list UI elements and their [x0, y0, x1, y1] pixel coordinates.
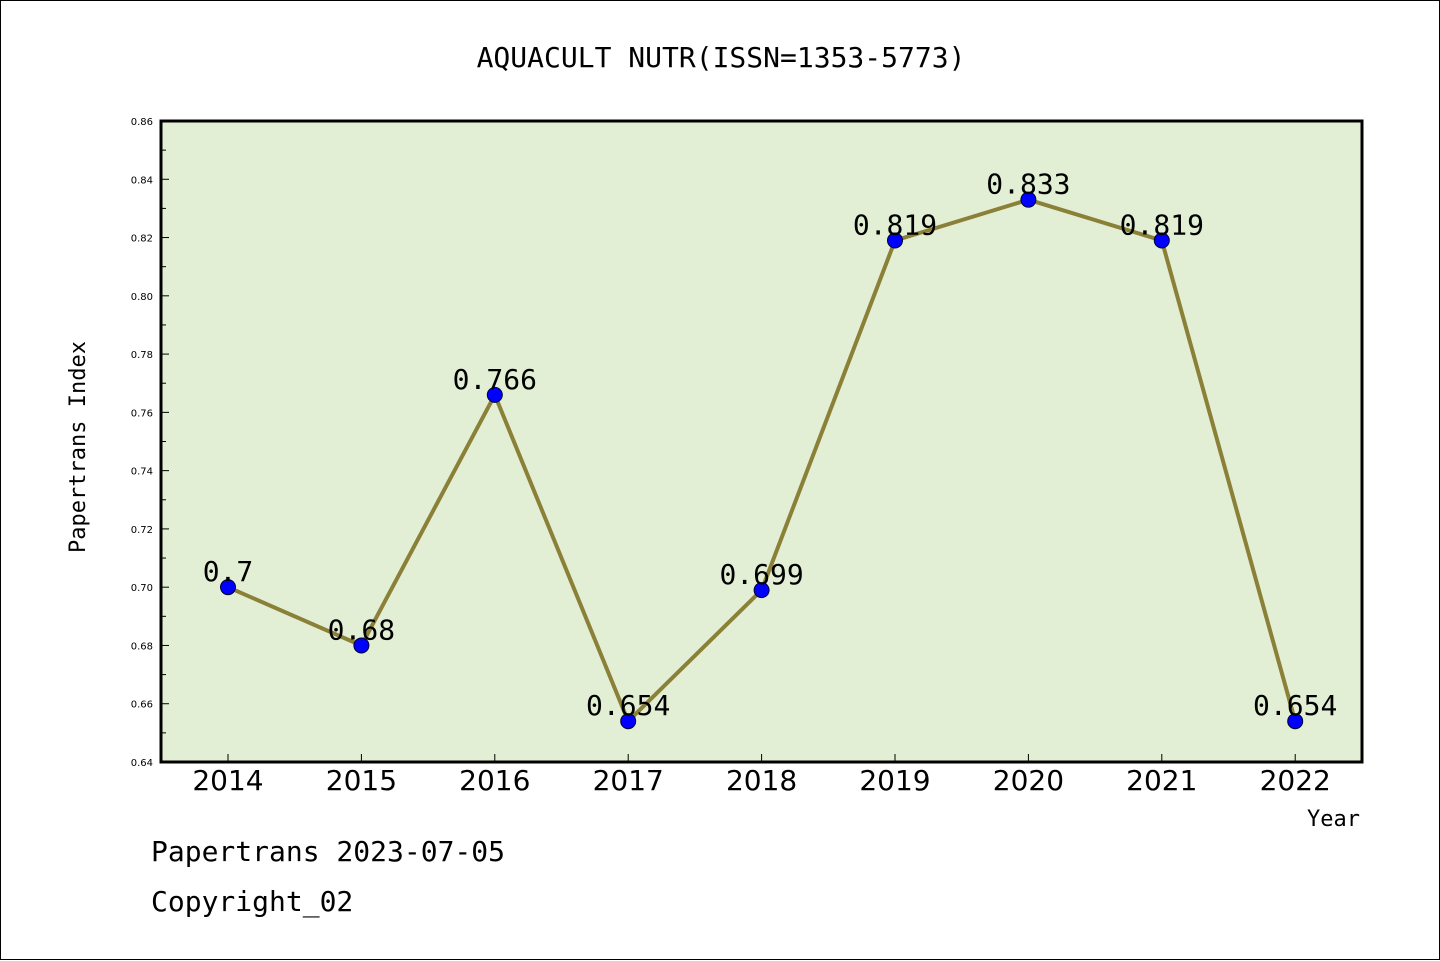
- footer-date: Papertrans 2023-07-05: [151, 835, 506, 868]
- y-tick-label: 0.74: [131, 467, 153, 478]
- y-tick-label: 0.84: [131, 175, 153, 186]
- x-tick-label: 2015: [326, 764, 397, 797]
- data-point: [486, 386, 503, 403]
- x-tick-label: 2020: [993, 764, 1064, 797]
- data-label: 0.766: [453, 363, 537, 396]
- y-tick-label: 0.68: [131, 641, 153, 652]
- footer-copyright: Copyright_02: [151, 885, 354, 918]
- plot-border: [159, 119, 1364, 764]
- x-tick-label: 2019: [859, 764, 930, 797]
- data-point: [353, 637, 370, 654]
- data-label: 0.7: [203, 555, 254, 588]
- data-labels: 0.7 0.68 0.766 0.654 0.699 0.819 0.833 0.819 0.6…: [203, 168, 1338, 723]
- y-tick-label: 0.64: [131, 758, 153, 769]
- y-axis-label: Papertrans Index: [66, 341, 91, 553]
- data-markers: [220, 191, 1304, 730]
- chart-title: AQUACULT NUTR(ISSN=1353-5773): [477, 41, 966, 74]
- x-axis-label: Year: [1307, 807, 1360, 832]
- y-tick-label: 0.70: [131, 583, 153, 594]
- x-axis: 2014 2015 2016 2017 2018 2019 2020 2021 2022: [192, 754, 1331, 797]
- x-tick-label: 2014: [192, 764, 263, 797]
- data-point: [220, 579, 236, 596]
- data-point: [1153, 232, 1170, 249]
- data-label: 0.833: [986, 168, 1070, 201]
- y-tick-label: 0.78: [131, 350, 153, 361]
- data-label: 0.68: [328, 613, 395, 646]
- x-tick-label: 2018: [726, 764, 797, 797]
- x-tick-label: 2017: [593, 764, 664, 797]
- data-point: [1020, 191, 1037, 208]
- data-label: 0.654: [1253, 689, 1337, 722]
- x-tick-label: 2022: [1260, 764, 1331, 797]
- y-tick-label: 0.76: [131, 408, 153, 419]
- y-tick-label: 0.72: [131, 525, 153, 536]
- data-point: [620, 713, 637, 730]
- data-point: [753, 582, 770, 599]
- y-tick-label: 0.86: [131, 117, 153, 128]
- x-tick-label: 2021: [1126, 764, 1197, 797]
- data-label: 0.654: [586, 689, 670, 722]
- data-label: 0.819: [1120, 208, 1204, 241]
- y-tick-label: 0.66: [131, 700, 153, 711]
- y-tick-label: 0.82: [131, 234, 153, 245]
- data-label: 0.699: [719, 558, 803, 591]
- data-point: [887, 232, 903, 249]
- data-point: [1287, 713, 1304, 730]
- plot-area: [161, 121, 1362, 762]
- y-tick-label: 0.80: [131, 292, 153, 303]
- data-label: 0.819: [853, 208, 937, 241]
- x-tick-label: 2016: [459, 764, 530, 797]
